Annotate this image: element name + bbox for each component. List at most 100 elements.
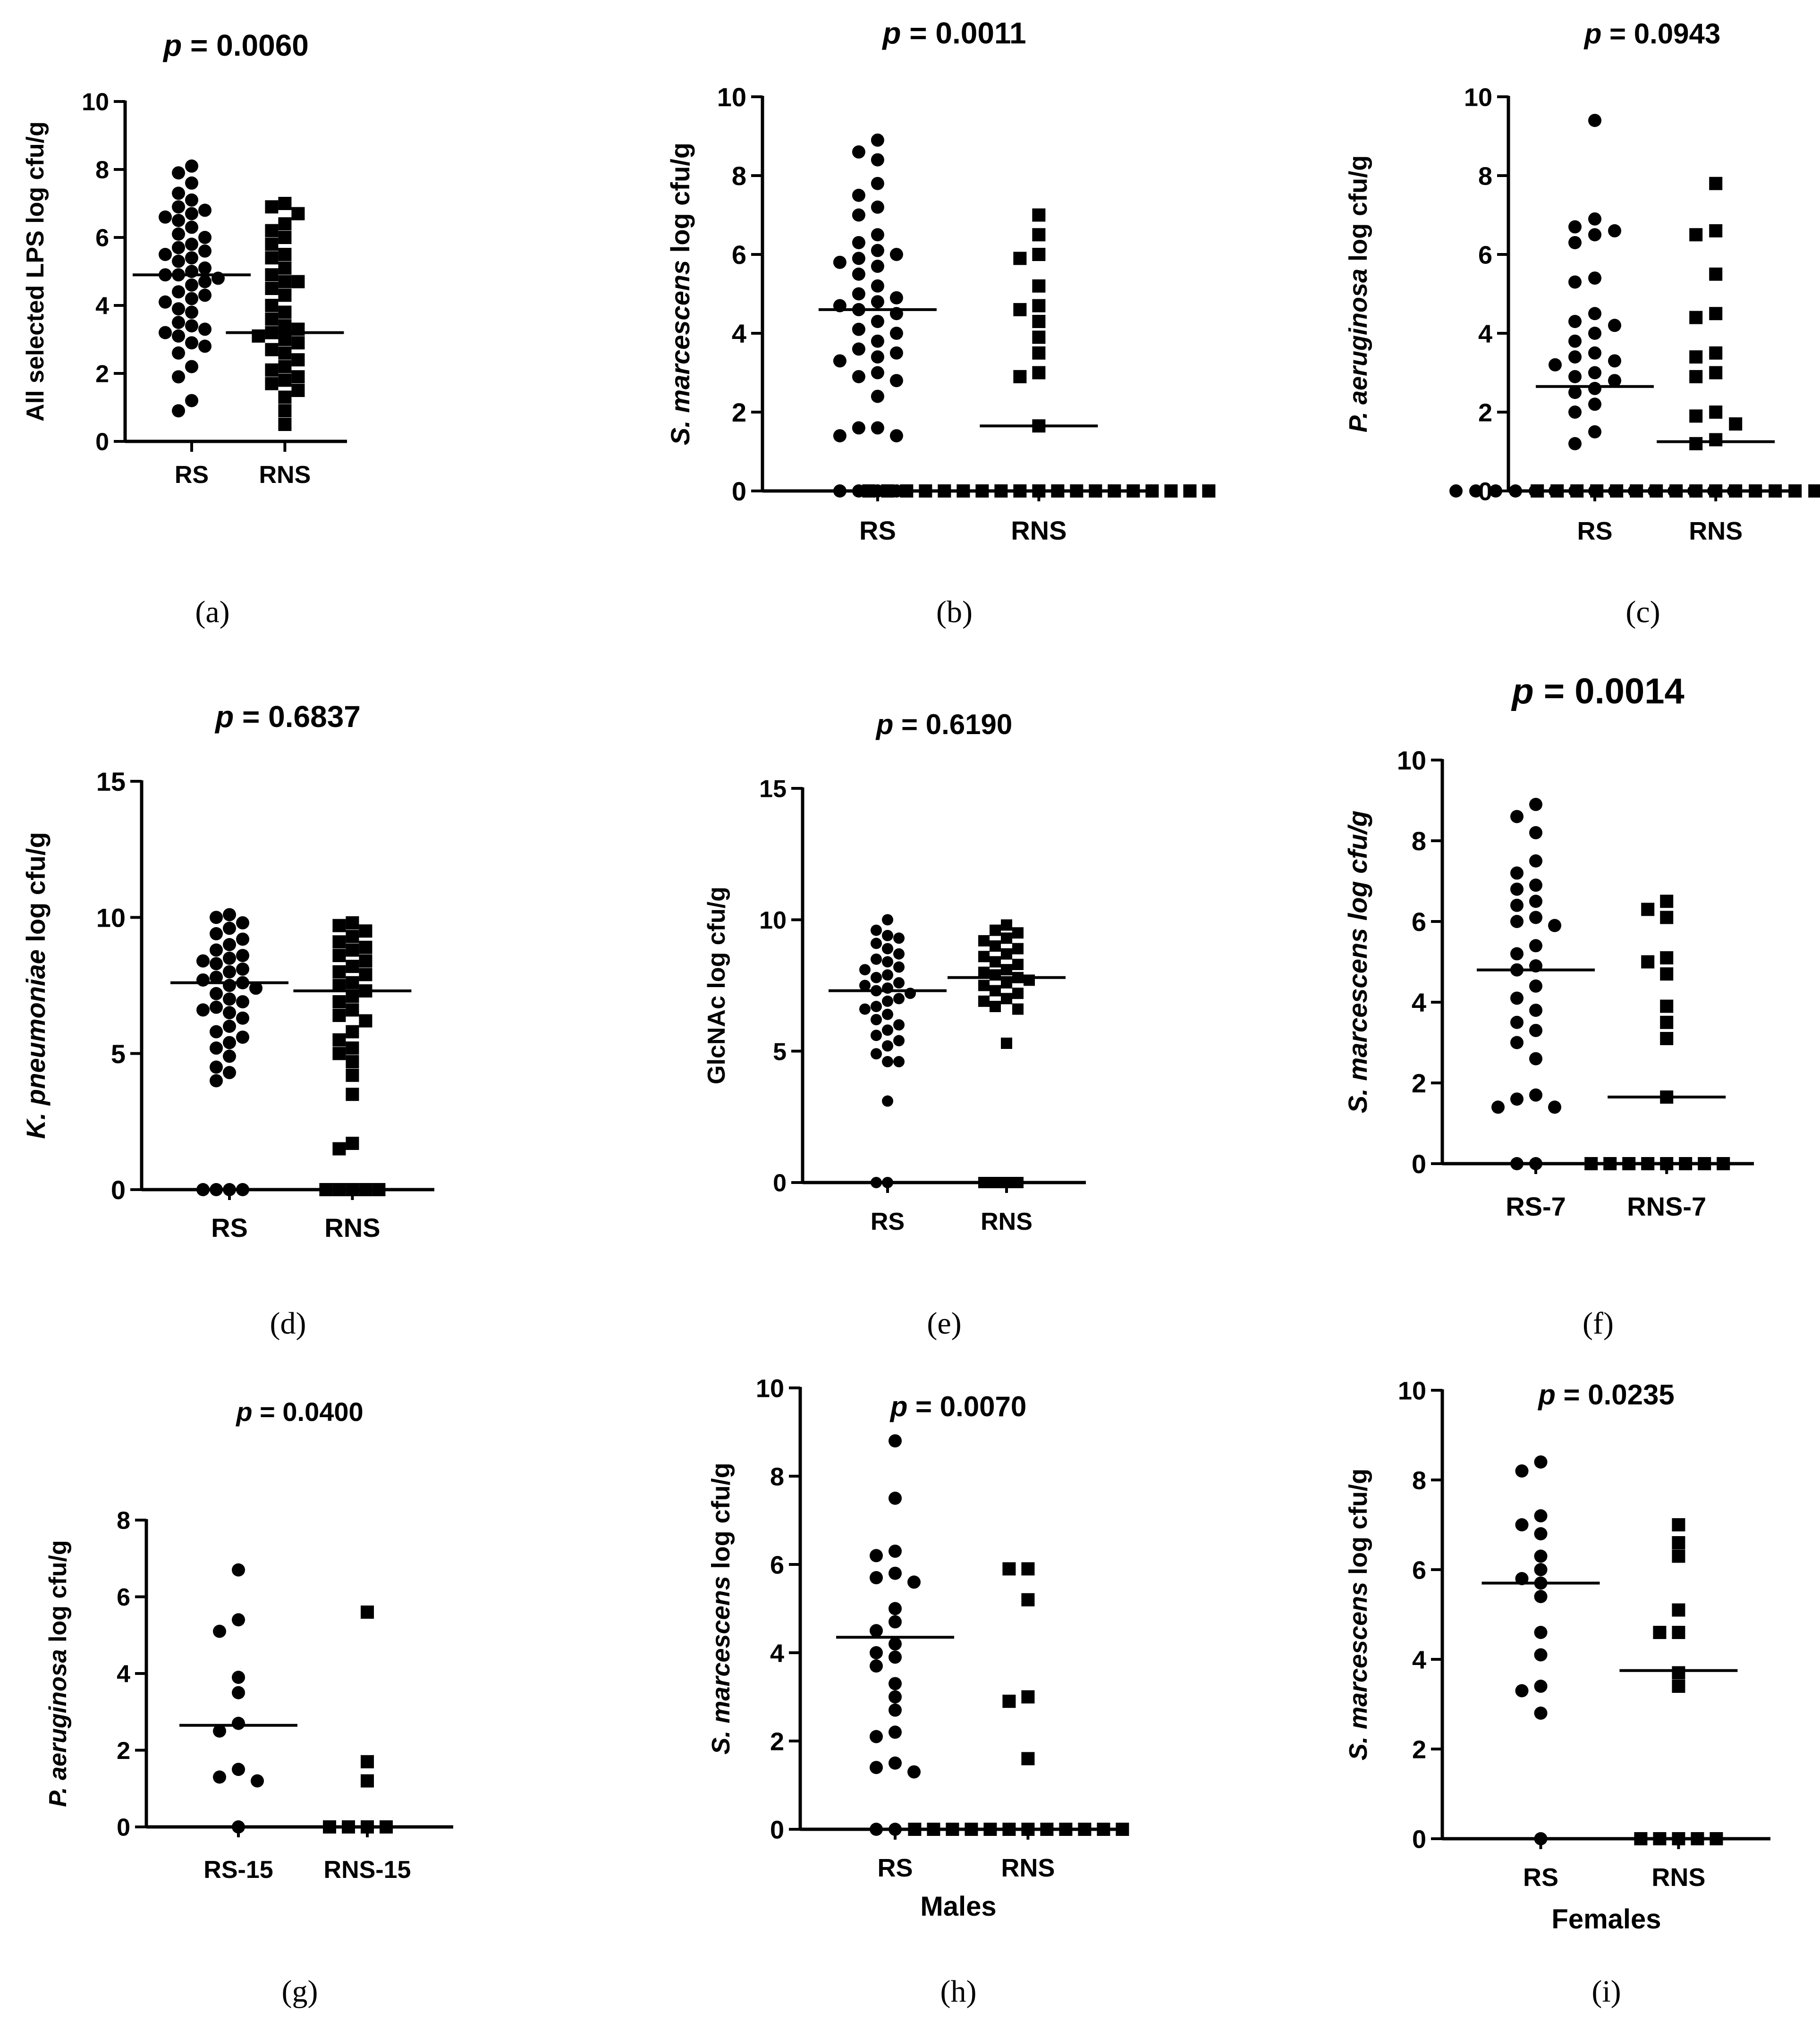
data-point-rs [889,327,903,340]
y-tick-label: 10 [1397,745,1426,775]
data-point-rs [871,334,884,348]
data-point-rns [881,484,895,498]
data-point-rs [172,404,185,418]
data-point-rs [1588,397,1601,411]
data-point-rs [882,1040,893,1052]
data-point-rs [223,992,236,1006]
data-point-rs [1588,271,1601,285]
y-axis-label-italic: P. aeruginosa [1344,269,1372,432]
data-point-rs [889,1566,902,1580]
chart-title-e: p = 0.6190 [875,709,1013,740]
title-eq: = [907,1391,940,1422]
data-point-rs [159,210,172,224]
data-point-rs [185,292,198,305]
y-tick-label: 4 [1412,1646,1426,1674]
data-point-rns [1032,279,1046,293]
data-point-rns [1001,993,1012,1005]
data-point-rs [198,261,212,275]
data-point-rs-7 [1491,1100,1505,1114]
data-point-rs [185,207,198,220]
data-point-rs [172,241,185,254]
data-point-rs-15 [213,1770,226,1784]
data-point-rns [1089,484,1102,498]
title-eq: = [253,1397,283,1427]
p-symbol: p [875,709,894,740]
data-point-rns [1709,433,1723,447]
data-point-rs [198,288,212,302]
data-point-rs [236,949,249,963]
data-point-rs-7 [1529,939,1542,953]
data-point-rs [1515,1684,1529,1698]
data-point-rns [1729,417,1743,431]
chart-title-g: p = 0.0400 [235,1397,363,1427]
data-point-rs [871,1030,882,1041]
data-point-rns [265,237,279,251]
data-point-rs [196,954,210,968]
data-point-rns-7 [1660,1157,1674,1170]
data-point-rns [1001,964,1012,976]
data-point-rns [1550,484,1564,498]
data-point-rns [1653,1626,1667,1639]
title-eq: = [1534,671,1575,711]
data-point-rs [871,200,884,214]
data-point-rs [889,248,903,261]
data-point-rns [278,418,292,431]
data-point-rs [882,956,893,968]
x-axis-label: Females [1551,1904,1661,1935]
title-eq: = [1601,18,1634,50]
data-point-rns [1808,484,1820,498]
y-axis-label-italic: S. marcescens [665,260,695,445]
data-point-rns [1013,303,1027,316]
title-eq: = [234,700,268,734]
data-point-rs-7 [1529,879,1542,892]
data-point-rns [1116,1823,1129,1836]
data-point-rns [265,268,279,282]
data-point-rns [1097,1823,1110,1836]
data-point-rs [223,1020,236,1033]
data-point-rns [1032,228,1046,242]
panel-label: (d) [270,1306,306,1341]
data-point-rns [278,275,292,288]
data-point-rs [889,1602,902,1615]
chart-panel-d: p = 0.6837 0 5 10 15 RS RNS K. pneumoniae log c… [21,700,434,1341]
data-point-rns [957,484,970,498]
data-point-rs [871,228,884,242]
y-axis-label-italic: S. marcescens log cfu/g [1343,811,1372,1113]
data-point-rs [210,1060,223,1074]
data-point-rns-7 [1660,911,1674,924]
x-category-label: RS [871,1208,905,1235]
data-point-rs [172,214,185,227]
data-point-rs-7 [1529,826,1542,839]
y-tick-label: 6 [95,225,109,252]
data-point-rs [198,275,212,288]
data-point-rns [1650,484,1663,498]
y-axis-label: All selected LPS log cfu/g [22,121,49,422]
data-point-rns [1032,299,1046,313]
data-point-rns [319,1183,333,1196]
data-point-rs-7 [1529,1023,1542,1037]
data-point-rs [889,1637,902,1651]
data-point-rns [1531,484,1544,498]
data-point-rs [889,1650,902,1664]
p-value: 0.0943 [1634,18,1721,50]
panel-label: (h) [940,1974,977,2009]
data-point-rs [223,1036,236,1049]
data-point-rs [185,193,198,207]
data-point-rs [871,279,884,293]
data-point-rs [185,305,198,319]
data-point-rs [185,360,198,373]
data-point-rs-15 [232,1763,245,1776]
y-tick-label: 6 [1478,241,1492,269]
data-point-rs [210,1074,223,1088]
data-point-rs [1568,236,1582,249]
x-category-label: RS [859,516,896,545]
data-point-rns [346,1003,359,1017]
data-point-rs [196,1003,210,1017]
data-point-rs [1534,1527,1548,1540]
data-point-rs [833,429,847,443]
p-value: 0.0070 [940,1391,1027,1422]
data-point-rns [1145,484,1159,498]
data-point-rs [1534,1648,1548,1662]
y-axis-label-rest: log cfu/g [1344,1469,1372,1582]
y-axis-label-rest: log cfu/g [1344,155,1372,269]
